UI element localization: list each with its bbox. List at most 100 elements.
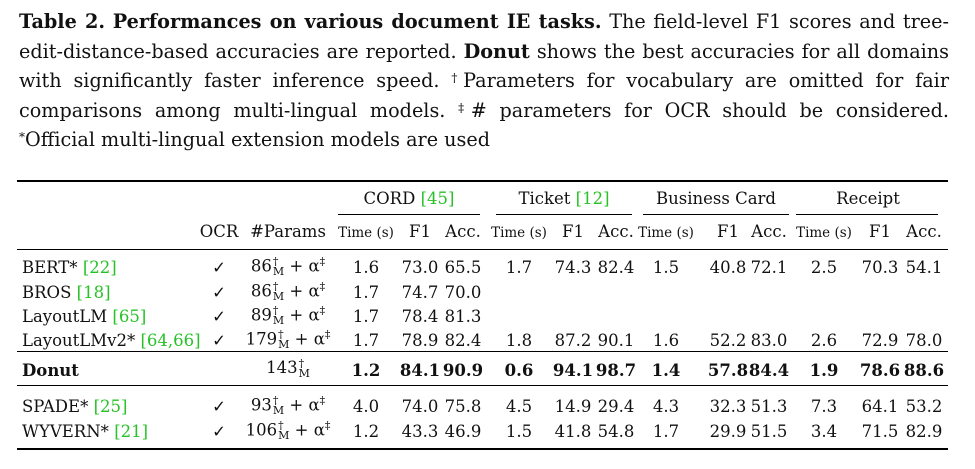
metric-value: 51.3 <box>750 397 788 416</box>
metric-value: 1.9 <box>809 361 839 380</box>
ocr-check: ✓ <box>212 283 226 302</box>
citation: [25] <box>93 397 128 416</box>
ddagger-mark: ‡ <box>319 255 326 268</box>
param-number: 86 <box>250 256 272 276</box>
group-rule-business <box>643 214 789 215</box>
param-count: 106 † M + α‡ <box>246 419 331 441</box>
metric-value: 1.7 <box>652 422 680 441</box>
metric-value: 83.0 <box>750 331 788 350</box>
param-scripts: † M <box>272 255 284 277</box>
metric-value: 1.6 <box>652 331 680 350</box>
metric-value: 70.0 <box>444 283 482 302</box>
citation: [21] <box>114 422 149 441</box>
param-unit: M <box>272 290 285 303</box>
col-header-acc: Acc. <box>906 222 942 241</box>
ddagger-mark: ‡ <box>324 419 331 432</box>
metric-value: 78.0 <box>905 331 943 350</box>
citation: [65] <box>112 307 147 326</box>
model-name: WYVERN* [21] <box>22 422 148 441</box>
metric-value: 64.1 <box>861 397 899 416</box>
ddagger-mark: ‡ <box>319 280 326 293</box>
metric-value: 1.8 <box>505 331 533 350</box>
param-unit: M <box>278 429 290 442</box>
param-unit: M <box>278 338 290 351</box>
param-number: 89 <box>250 305 272 325</box>
param-scripts: † M <box>278 419 290 442</box>
metric-value: 1.5 <box>652 258 680 277</box>
param-count: 143 † M <box>266 358 310 379</box>
donut-top-rule <box>17 351 948 352</box>
metric-value: 51.5 <box>750 422 788 441</box>
model-name-text: LayoutLM <box>22 307 108 326</box>
metric-value: 41.8 <box>554 422 592 441</box>
param-unit: M <box>298 366 310 380</box>
model-name: LayoutLMv2* [64,66] <box>22 331 201 350</box>
dagger-mark: † <box>451 71 464 85</box>
param-count: 86 † M + α‡ <box>251 255 325 277</box>
metric-value: 1.5 <box>505 422 533 441</box>
metric-value: 65.5 <box>444 258 482 277</box>
group-rule-cord <box>338 214 480 215</box>
metric-value: 29.9 <box>709 422 747 441</box>
col-header-acc: Acc. <box>751 222 787 241</box>
metric-value: 4.5 <box>505 397 533 416</box>
bottom-rule <box>17 448 948 450</box>
col-header-f1: F1 <box>562 222 584 241</box>
metric-value: 98.7 <box>595 361 637 380</box>
metric-value: 43.3 <box>401 422 439 441</box>
dagger-mark: † <box>278 419 284 432</box>
metric-value: 78.9 <box>401 331 439 350</box>
col-header-time: Time (s) <box>638 225 694 241</box>
col-header-acc: Acc. <box>445 222 481 241</box>
metric-value: 54.8 <box>597 422 635 441</box>
group-header-business: Business Card <box>656 189 776 208</box>
param-unit: M <box>272 404 285 417</box>
metric-value: 74.0 <box>401 397 439 416</box>
caption-text: Official multi-lingual extension models … <box>25 128 490 151</box>
col-header-f1: F1 <box>869 222 891 241</box>
col-header-acc: Acc. <box>598 222 634 241</box>
metric-value: 81.3 <box>444 307 482 326</box>
dagger-mark: † <box>272 255 279 268</box>
metric-value: 29.4 <box>597 397 635 416</box>
metric-value: 84.1 <box>399 361 441 380</box>
metric-value: 78.4 <box>401 307 439 326</box>
metric-value: 0.6 <box>504 361 534 380</box>
metric-value: 1.7 <box>352 331 380 350</box>
metric-value: 40.8 <box>709 258 747 277</box>
ddagger-mark: ‡ <box>319 394 326 407</box>
group-rule-ticket <box>496 214 632 215</box>
model-name-text: BROS <box>22 283 72 302</box>
param-count: 89 † M + α‡ <box>251 304 325 326</box>
metric-value: 46.9 <box>444 422 482 441</box>
metric-value: 1.7 <box>352 307 380 326</box>
metric-value: 70.3 <box>861 258 899 277</box>
metric-value: 32.3 <box>709 397 747 416</box>
dagger-mark: † <box>272 280 279 293</box>
metric-value: 75.8 <box>444 397 482 416</box>
dagger-mark: † <box>272 394 279 407</box>
star-mark: * <box>19 130 25 144</box>
ddagger-mark: ‡ <box>458 100 471 115</box>
model-name: BERT* [22] <box>22 258 117 277</box>
col-header-f1: F1 <box>409 222 431 241</box>
col-header-time: Time (s) <box>796 225 852 241</box>
model-name: SPADE* [25] <box>22 397 127 416</box>
citation: [18] <box>76 283 111 302</box>
model-name-text: SPADE* <box>22 397 89 416</box>
param-tail: + α <box>284 281 320 301</box>
metric-value: 90.1 <box>597 331 635 350</box>
caption-model: Donut <box>463 39 530 63</box>
param-number: 86 <box>250 281 272 301</box>
param-unit: M <box>272 314 285 327</box>
header-rule <box>17 249 948 250</box>
metric-value: 2.6 <box>810 331 838 350</box>
metric-value: 87.2 <box>554 331 592 350</box>
group-header-receipt: Receipt <box>836 189 900 208</box>
param-scripts: † M <box>272 394 285 417</box>
donut-bottom-rule <box>17 385 948 386</box>
metric-value: 14.9 <box>554 397 592 416</box>
param-scripts: † M <box>298 356 310 380</box>
metric-value: 71.5 <box>861 422 899 441</box>
dagger-mark: † <box>298 356 305 370</box>
